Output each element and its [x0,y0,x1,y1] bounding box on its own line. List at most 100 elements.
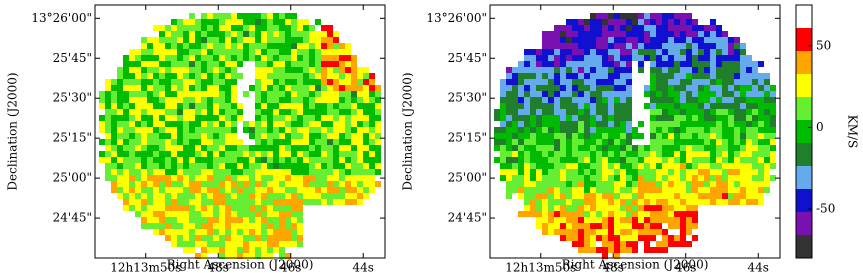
map-cell [692,169,698,175]
map-cell [596,103,602,109]
map-cell [608,79,614,85]
map-cell [255,217,261,223]
map-cell [638,13,644,19]
map-cell [500,103,506,109]
map-cell [698,121,704,127]
map-cell [345,157,351,163]
map-cell [716,25,722,31]
map-cell [548,121,554,127]
map-cell [351,85,357,91]
map-cell [512,109,518,115]
map-cell [494,139,500,145]
map-cell [279,61,285,67]
map-cell [590,139,596,145]
map-cell [327,73,333,79]
map-cell [189,205,195,211]
map-cell [141,157,147,163]
map-cell [614,13,620,19]
map-cell [315,97,321,103]
map-cell [536,145,542,151]
map-cell [560,187,566,193]
map-cell [135,79,141,85]
map-cell [201,157,207,163]
map-cell [554,25,560,31]
map-cell [560,199,566,205]
map-cell [183,175,189,181]
map-cell [315,55,321,61]
map-cell [602,25,608,31]
map-cell [375,109,381,115]
map-cell [273,13,279,19]
map-cell [297,217,303,223]
map-cell [291,49,297,55]
map-cell [638,37,644,43]
map-cell [560,25,566,31]
map-cell [321,85,327,91]
map-cell [752,127,758,133]
map-cell [650,235,656,241]
map-cell [512,133,518,139]
map-cell [135,163,141,169]
map-cell [602,157,608,163]
map-cell [746,175,752,181]
map-cell [237,229,243,235]
map-cell [213,61,219,67]
map-cell [602,109,608,115]
map-cell [279,133,285,139]
map-cell [752,85,758,91]
map-cell [207,187,213,193]
map-cell [650,229,656,235]
map-cell [626,145,632,151]
map-cell [530,169,536,175]
map-cell [135,127,141,133]
map-cell [728,181,734,187]
map-cell [560,169,566,175]
map-cell [105,115,111,121]
map-cell [620,109,626,115]
map-cell [129,169,135,175]
map-cell [291,121,297,127]
map-cell [213,211,219,217]
map-cell [650,175,656,181]
map-cell [734,67,740,73]
map-cell [351,55,357,61]
map-cell [345,115,351,121]
map-cell [261,217,267,223]
map-cell [285,55,291,61]
map-cell [554,115,560,121]
map-cell [620,25,626,31]
map-cell [602,235,608,241]
map-cell [536,181,542,187]
map-cell [614,199,620,205]
map-cell [704,67,710,73]
map-cell [590,217,596,223]
map-cell [201,229,207,235]
map-cell [231,163,237,169]
map-cell [722,103,728,109]
map-cell [692,115,698,121]
map-cell [285,181,291,187]
map-cell [195,97,201,103]
map-cell [243,13,249,19]
map-cell [578,139,584,145]
map-cell [548,223,554,229]
map-cell [201,121,207,127]
map-cell [207,181,213,187]
map-cell [153,151,159,157]
map-cell [704,187,710,193]
map-cell [219,31,225,37]
map-cell [291,25,297,31]
map-cell [357,187,363,193]
map-cell [602,229,608,235]
map-cell [225,67,231,73]
map-cell [117,73,123,79]
map-cell [602,241,608,247]
map-cell [339,61,345,67]
map-cell [291,73,297,79]
map-cell [327,199,333,205]
map-cell [680,235,686,241]
map-cell [291,145,297,151]
map-cell [141,91,147,97]
map-cell [590,97,596,103]
map-cell [758,79,764,85]
